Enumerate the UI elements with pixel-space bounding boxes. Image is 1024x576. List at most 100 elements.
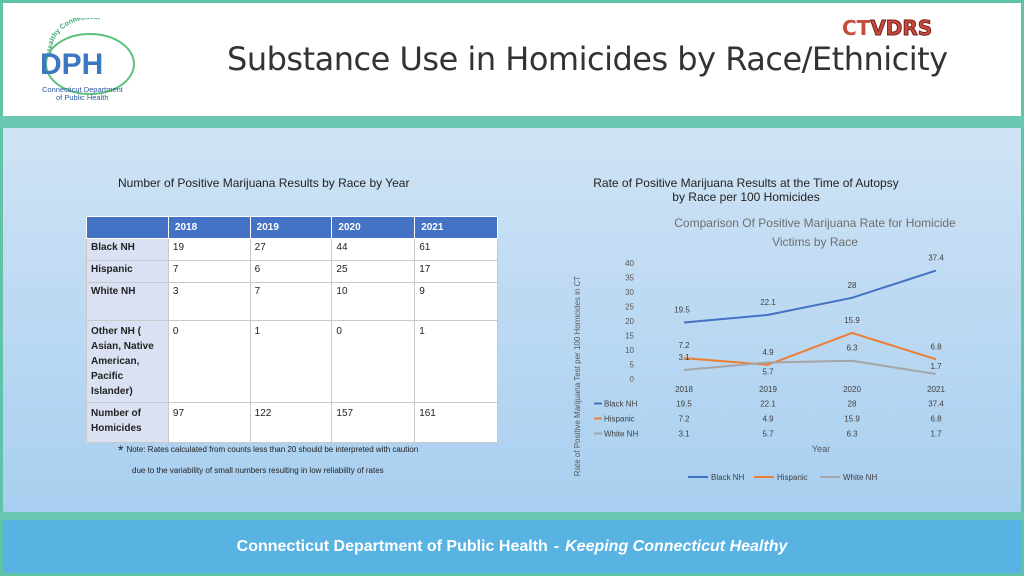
chart-title-line2: Victims by Race <box>772 235 858 249</box>
table-header-row: 2018 2019 2020 2021 <box>86 216 498 239</box>
row-label: Other NH ( Asian, Native American, Pacif… <box>86 320 169 403</box>
data-table-cell: 37.4 <box>928 400 944 409</box>
logo-sub1: Connecticut Department <box>42 85 124 94</box>
table-cell: 61 <box>414 238 498 261</box>
legend-label: Hispanic <box>777 473 808 482</box>
y-tick-label: 20 <box>625 317 634 326</box>
note-line1: * Note: Rates calculated from counts less… <box>118 442 418 458</box>
page-title: Substance Use in Homicides by Race/Ethni… <box>227 40 948 78</box>
x-tick-label: 2021 <box>927 385 945 394</box>
logo-main-text: DPH <box>40 48 103 81</box>
chart-subtitle: Rate of Positive Marijuana Results at th… <box>566 176 926 204</box>
legend-label: Black NH <box>711 473 745 482</box>
chart-subtitle-line1: Rate of Positive Marijuana Results at th… <box>593 176 899 190</box>
table-cell: 6 <box>249 260 333 283</box>
y-tick-label: 5 <box>630 361 635 370</box>
chart-subtitle-line2: by Race per 100 Homicides <box>672 190 820 204</box>
note-star: * <box>118 442 124 458</box>
table-cell: 1 <box>249 320 333 403</box>
header-band <box>0 116 1024 128</box>
table-row: Other NH ( Asian, Native American, Pacif… <box>86 320 498 403</box>
logo-sub2: of Public Health <box>56 93 109 102</box>
legend-label: White NH <box>843 473 877 482</box>
data-table-series-name: White NH <box>604 430 638 439</box>
data-label: 28 <box>848 281 857 290</box>
table-cell: 3 <box>167 282 251 321</box>
data-table-cell: 22.1 <box>760 400 776 409</box>
x-tick-label: 2020 <box>843 385 861 394</box>
y-tick-label: 0 <box>630 375 635 384</box>
table-header-cell <box>86 216 169 239</box>
rate-line-chart: Comparison Of Positive Marijuana Rate fo… <box>573 216 979 482</box>
series-line-hispanic <box>683 331 937 366</box>
y-tick-label: 10 <box>625 346 634 355</box>
table-cell: 97 <box>167 402 251 443</box>
ctvdrs-logo: CTVDRS <box>842 16 933 41</box>
table-subtitle: Number of Positive Marijuana Results by … <box>118 176 410 190</box>
data-label: 6.8 <box>930 342 942 351</box>
data-table-cell: 15.9 <box>844 415 860 424</box>
data-label: 6.3 <box>846 344 858 353</box>
table-row: Number of Homicides 97 122 157 161 <box>86 402 498 443</box>
table-header-cell: 2020 <box>331 216 416 239</box>
data-label: 5.7 <box>762 367 774 376</box>
table-header-cell: 2019 <box>249 216 333 239</box>
y-tick-label: 35 <box>625 274 634 283</box>
y-tick-label: 25 <box>625 303 634 312</box>
footer-sep: - <box>553 537 560 555</box>
data-label: 4.9 <box>762 348 774 357</box>
marijuana-count-table: 2018 2019 2020 2021 Black NH 19 27 44 61… <box>86 216 498 443</box>
data-table-series-name: Black NH <box>604 400 638 409</box>
note-line2: due to the variability of small numbers … <box>132 466 384 475</box>
row-label: Black NH <box>86 238 169 261</box>
row-label: Number of Homicides <box>86 402 169 443</box>
data-table-cell: 4.9 <box>762 415 774 424</box>
ctvdrs-ct: CT <box>842 16 871 40</box>
x-axis-label: Year <box>812 444 830 454</box>
data-label: 22.1 <box>760 298 776 307</box>
ctvdrs-vdrs: VDRS <box>870 16 933 41</box>
series-line-black-nh <box>683 269 937 324</box>
footer-org: Connecticut Department of Public Health <box>236 537 548 555</box>
data-label: 37.4 <box>928 254 944 263</box>
data-table-cell: 5.7 <box>762 430 774 439</box>
y-tick-label: 40 <box>625 259 634 268</box>
table-cell: 0 <box>167 320 251 403</box>
data-table-cell: 3.1 <box>678 430 690 439</box>
table-cell: 25 <box>331 260 416 283</box>
data-label: 19.5 <box>674 305 690 314</box>
table-cell: 122 <box>249 402 333 443</box>
y-tick-label: 30 <box>625 288 634 297</box>
table-cell: 44 <box>331 238 416 261</box>
dph-logo: Healthy Connecticut DPH Connecticut Depa… <box>40 18 135 102</box>
data-table-cell: 19.5 <box>676 400 692 409</box>
data-label: 15.9 <box>844 316 860 325</box>
y-axis-label: Rate of Positive Marijuana Test per 100 … <box>573 276 582 477</box>
table-row: White NH 3 7 10 9 <box>86 282 498 321</box>
series-line-white-nh <box>683 359 937 376</box>
table-cell: 17 <box>414 260 498 283</box>
table-row: Hispanic 7 6 25 17 <box>86 260 498 283</box>
data-label: 3.1 <box>678 353 690 362</box>
chart-title-line1: Comparison Of Positive Marijuana Rate fo… <box>674 216 956 230</box>
table-cell: 157 <box>331 402 416 443</box>
table-cell: 9 <box>414 282 498 321</box>
x-tick-label: 2019 <box>759 385 777 394</box>
data-table-cell: 1.7 <box>930 430 942 439</box>
note-text1: Note: Rates calculated from counts less … <box>126 445 419 454</box>
table-header-cell: 2021 <box>414 216 498 239</box>
data-table-cell: 28 <box>848 400 857 409</box>
data-label: 7.2 <box>678 341 690 350</box>
header <box>3 3 1021 116</box>
data-table-cell: 7.2 <box>678 415 690 424</box>
table-cell: 7 <box>167 260 251 283</box>
data-table-cell: 6.8 <box>930 415 942 424</box>
y-tick-label: 15 <box>625 332 634 341</box>
table-header-cell: 2018 <box>167 216 251 239</box>
x-tick-label: 2018 <box>675 385 693 394</box>
table-row: Black NH 19 27 44 61 <box>86 238 498 261</box>
footer: Connecticut Department of Public Health … <box>3 520 1021 573</box>
table-cell: 19 <box>167 238 251 261</box>
table-cell: 7 <box>249 282 333 321</box>
